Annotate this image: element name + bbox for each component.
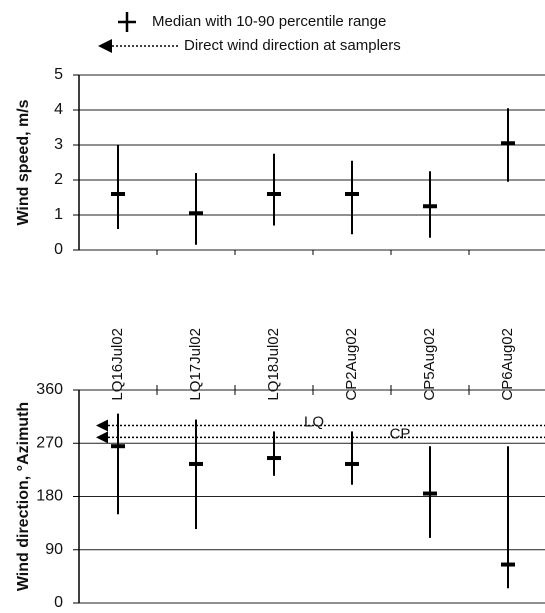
y-tick-label: 5 (54, 66, 63, 83)
y-tick-label: 4 (54, 101, 63, 118)
x-tick-label: CP6Aug02 (499, 328, 516, 401)
median-mark (267, 192, 281, 196)
y-axis-title: Wind speed, m/s (15, 99, 32, 225)
median-mark (423, 491, 437, 496)
x-tick-label: CP5Aug02 (421, 328, 438, 401)
legend-text: Median with 10-90 percentile range (152, 13, 386, 30)
x-tick-label: LQ16Jul02 (109, 328, 126, 401)
y-tick-label: 2 (54, 171, 63, 188)
median-mark (267, 456, 281, 461)
legend-text: Direct wind direction at samplers (184, 37, 401, 54)
median-mark (111, 192, 125, 196)
x-tick-label: LQ18Jul02 (265, 328, 282, 401)
y-tick-label: 0 (54, 241, 63, 258)
reference-label: LQ (304, 413, 324, 430)
median-mark (189, 461, 203, 466)
y-tick-label: 1 (54, 206, 63, 223)
x-tick-label: CP2Aug02 (343, 328, 360, 401)
y-tick-label: 90 (45, 541, 63, 558)
y-tick-label: 3 (54, 136, 63, 153)
median-mark (501, 562, 515, 567)
median-mark (345, 192, 359, 196)
y-axis-title: Wind direction, °Azimuth (15, 402, 32, 591)
median-mark (189, 211, 203, 216)
legend-arrow (98, 39, 112, 53)
reference-arrow (96, 431, 108, 444)
y-tick-label: 180 (36, 488, 63, 505)
median-mark (345, 461, 359, 466)
median-mark (501, 141, 515, 146)
median-mark (111, 444, 125, 449)
y-tick-label: 0 (54, 594, 63, 611)
reference-arrow (96, 419, 108, 432)
y-tick-label: 360 (36, 381, 63, 398)
y-tick-label: 270 (36, 434, 63, 451)
reference-label: CP (390, 425, 411, 442)
x-tick-label: LQ17Jul02 (187, 328, 204, 401)
median-mark (423, 204, 437, 209)
